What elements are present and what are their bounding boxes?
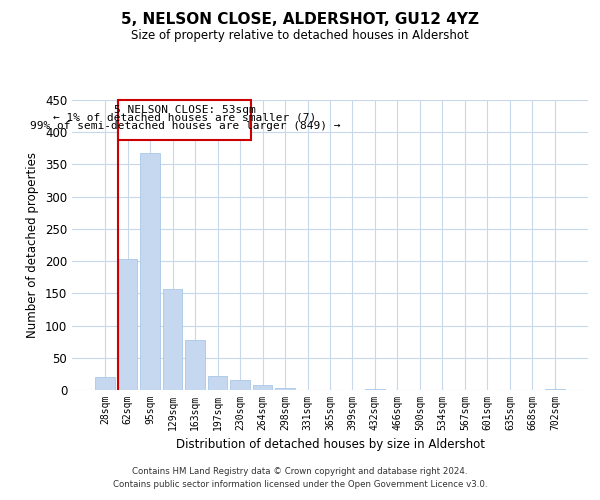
Text: 5 NELSON CLOSE: 53sqm: 5 NELSON CLOSE: 53sqm	[114, 104, 256, 115]
Text: ← 1% of detached houses are smaller (7): ← 1% of detached houses are smaller (7)	[53, 113, 316, 123]
Bar	[118, 100, 251, 140]
Bar	[185, 340, 205, 390]
Y-axis label: Number of detached properties: Number of detached properties	[26, 152, 40, 338]
Text: 5, NELSON CLOSE, ALDERSHOT, GU12 4YZ: 5, NELSON CLOSE, ALDERSHOT, GU12 4YZ	[121, 12, 479, 28]
Bar	[230, 380, 250, 390]
X-axis label: Distribution of detached houses by size in Aldershot: Distribution of detached houses by size …	[176, 438, 485, 452]
Bar	[545, 388, 565, 390]
Bar	[118, 259, 137, 390]
Text: Size of property relative to detached houses in Aldershot: Size of property relative to detached ho…	[131, 29, 469, 42]
Bar	[365, 388, 385, 390]
Text: Contains HM Land Registry data © Crown copyright and database right 2024.: Contains HM Land Registry data © Crown c…	[132, 467, 468, 476]
Text: Contains public sector information licensed under the Open Government Licence v3: Contains public sector information licen…	[113, 480, 487, 489]
Bar	[163, 290, 182, 390]
Bar	[275, 388, 295, 390]
Bar	[208, 376, 227, 390]
Bar	[95, 377, 115, 390]
Bar	[140, 154, 160, 390]
Bar	[253, 385, 272, 390]
Text: 99% of semi-detached houses are larger (849) →: 99% of semi-detached houses are larger (…	[29, 122, 340, 132]
